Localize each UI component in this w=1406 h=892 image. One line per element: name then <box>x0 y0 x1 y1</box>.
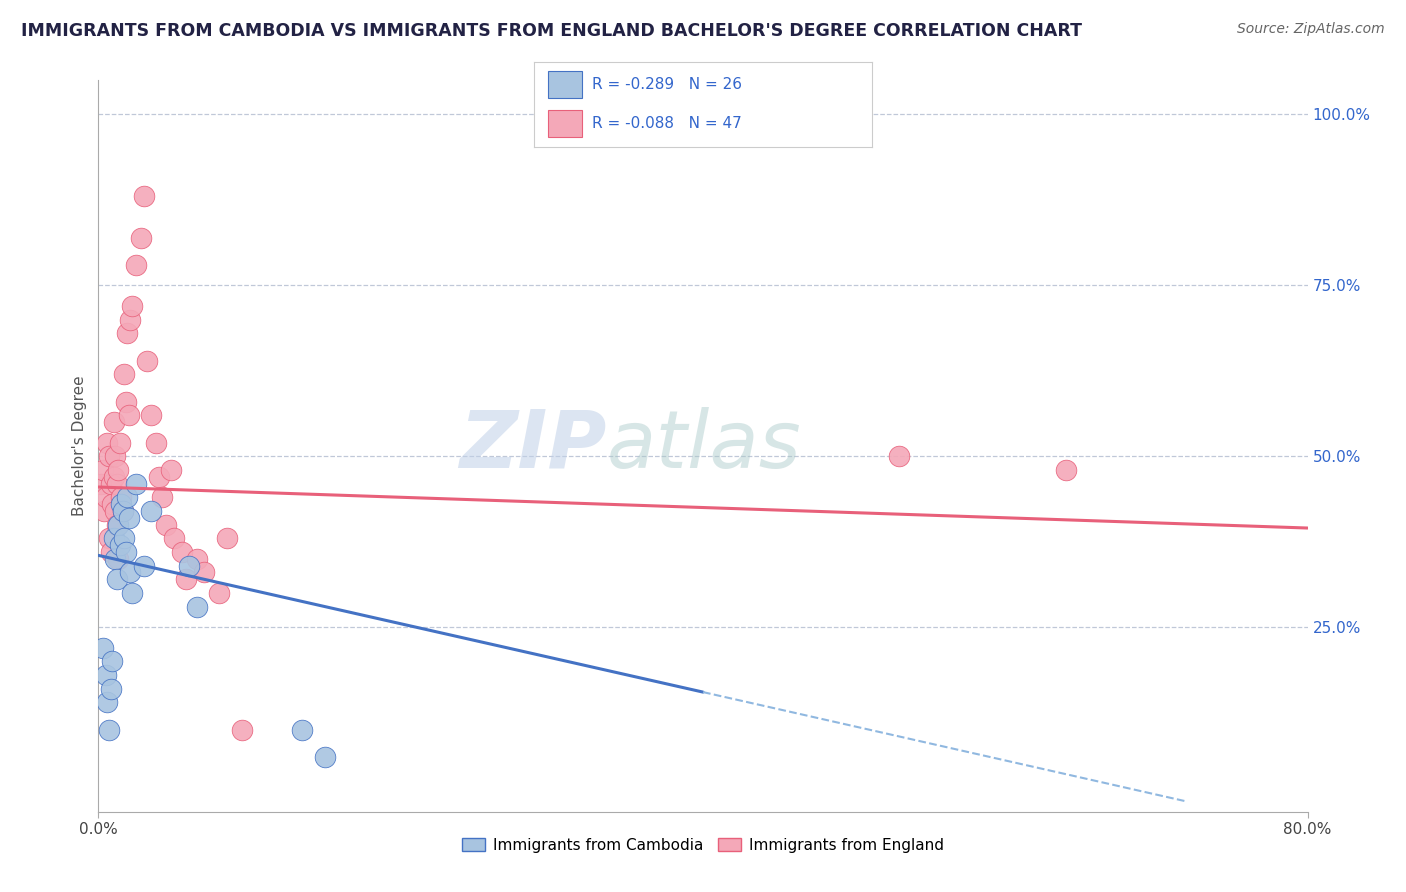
Point <box>112 368 135 382</box>
Point <box>141 409 163 423</box>
Point <box>103 415 125 429</box>
Point <box>91 463 114 477</box>
Text: Source: ZipAtlas.com: Source: ZipAtlas.com <box>1237 22 1385 37</box>
Point <box>148 469 170 483</box>
Point <box>90 476 112 491</box>
Point <box>98 723 121 737</box>
Point <box>93 504 115 518</box>
Text: IMMIGRANTS FROM CAMBODIA VS IMMIGRANTS FROM ENGLAND BACHELOR'S DEGREE CORRELATIO: IMMIGRANTS FROM CAMBODIA VS IMMIGRANTS F… <box>21 22 1083 40</box>
Point <box>150 490 173 504</box>
Point <box>107 551 129 566</box>
Point <box>103 531 125 545</box>
Point <box>101 497 124 511</box>
Point <box>91 640 114 655</box>
Point <box>170 545 193 559</box>
Point <box>111 504 134 518</box>
Point <box>104 504 127 518</box>
Point <box>155 517 177 532</box>
Point <box>100 545 122 559</box>
Point <box>1054 463 1077 477</box>
Point <box>291 723 314 737</box>
Point <box>118 510 141 524</box>
Point <box>163 531 186 545</box>
Bar <box>548 71 582 98</box>
Point <box>121 299 143 313</box>
Point <box>96 695 118 709</box>
Point <box>118 409 141 423</box>
Point <box>112 531 135 545</box>
Point <box>132 558 155 573</box>
Point <box>120 566 142 580</box>
Point <box>132 189 155 203</box>
Point <box>101 654 124 668</box>
Point <box>100 681 122 696</box>
Text: R = -0.088   N = 47: R = -0.088 N = 47 <box>592 116 741 131</box>
Point <box>125 258 148 272</box>
Point <box>98 449 121 463</box>
Point <box>889 449 911 463</box>
Point <box>115 490 138 504</box>
Text: ZIP: ZIP <box>458 407 606 485</box>
Point <box>103 469 125 483</box>
Point <box>94 668 117 682</box>
Point <box>314 750 336 764</box>
Point <box>186 599 208 614</box>
Point <box>114 545 136 559</box>
Text: R = -0.289   N = 26: R = -0.289 N = 26 <box>592 77 741 92</box>
Point <box>107 463 129 477</box>
Point <box>231 723 253 737</box>
Point <box>208 586 231 600</box>
Point <box>135 353 157 368</box>
Point <box>186 551 208 566</box>
Point <box>108 538 131 552</box>
Point <box>160 463 183 477</box>
Point <box>193 566 215 580</box>
Point <box>104 551 127 566</box>
Point <box>94 490 117 504</box>
Point <box>174 572 197 586</box>
Legend: Immigrants from Cambodia, Immigrants from England: Immigrants from Cambodia, Immigrants fro… <box>456 831 950 859</box>
Point <box>96 435 118 450</box>
Text: atlas: atlas <box>606 407 801 485</box>
Point <box>108 435 131 450</box>
Y-axis label: Bachelor's Degree: Bachelor's Degree <box>72 376 87 516</box>
Point <box>111 504 134 518</box>
Point <box>141 504 163 518</box>
Point <box>107 517 129 532</box>
Point <box>110 497 132 511</box>
Point <box>115 326 138 341</box>
Point <box>125 476 148 491</box>
Point <box>215 531 238 545</box>
Point <box>121 586 143 600</box>
Point <box>145 435 167 450</box>
Bar <box>548 110 582 137</box>
Point <box>98 531 121 545</box>
Point <box>105 517 128 532</box>
Point <box>179 558 201 573</box>
Point <box>114 394 136 409</box>
Point <box>120 312 142 326</box>
Point <box>129 230 152 244</box>
Point <box>104 449 127 463</box>
Point <box>100 476 122 491</box>
Point <box>105 476 128 491</box>
Point <box>105 572 128 586</box>
Point <box>110 490 132 504</box>
